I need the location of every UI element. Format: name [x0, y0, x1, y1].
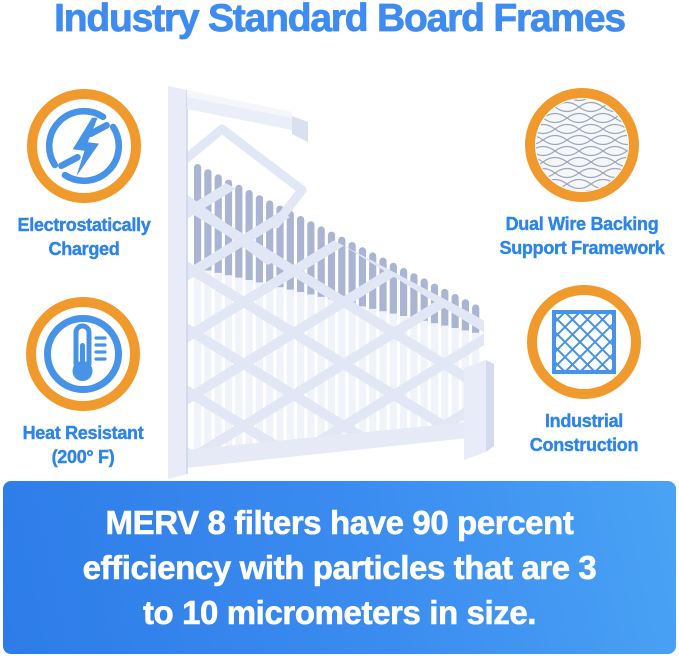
feature-heat-resistant: Heat Resistant (200° F) — [0, 297, 178, 469]
banner-line: MERV 8 filters have 90 percent — [105, 504, 574, 542]
filter-board-frame — [168, 86, 494, 479]
banner-line: efficiency with particles that are 3 — [82, 549, 597, 587]
orange-ring — [527, 285, 641, 399]
feature-electrostatically-charged: Electrostatically Charged — [0, 89, 179, 261]
orange-ring — [27, 89, 141, 203]
feature-label-line: Industrial — [544, 411, 624, 431]
page-title: Industry Standard Board Frames — [54, 0, 627, 40]
banner-line: to 10 micrometers in size. — [142, 594, 537, 632]
merv-info-banner: MERV 8 filters have 90 percent efficienc… — [3, 481, 676, 654]
feature-industrial-construction: Industrial Construction — [489, 285, 679, 457]
feature-label-line: (200° F) — [51, 447, 115, 467]
feature-label-line: Construction — [529, 435, 639, 455]
feature-label-line: Heat Resistant — [22, 423, 144, 443]
feature-label-line: Electrostatically — [17, 215, 151, 235]
feature-label-line: Support Framework — [499, 238, 665, 258]
pleated-air-filter-illustration — [168, 86, 494, 479]
orange-ring — [525, 88, 639, 202]
feature-label: Dual Wire Backing Support Framework — [487, 212, 677, 260]
wire-mesh-icon — [536, 99, 628, 191]
orange-ring — [26, 297, 140, 411]
thermometer-icon — [44, 315, 122, 393]
diamond-lattice-icon — [552, 310, 616, 374]
feature-label: Electrostatically Charged — [0, 213, 179, 261]
feature-label: Heat Resistant (200° F) — [0, 421, 178, 469]
feature-label: Industrial Construction — [489, 409, 679, 457]
feature-dual-wire-backing: Dual Wire Backing Support Framework — [487, 88, 677, 260]
lightning-bolt-icon — [45, 107, 123, 185]
feature-label-line: Dual Wire Backing — [505, 214, 659, 234]
feature-label-line: Charged — [48, 239, 120, 259]
